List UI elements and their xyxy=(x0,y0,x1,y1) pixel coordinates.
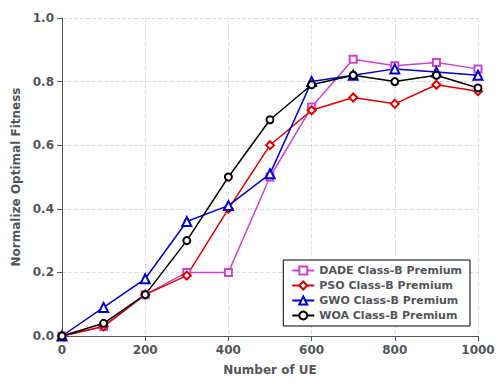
svg-text:400: 400 xyxy=(216,343,241,357)
svg-text:0.4: 0.4 xyxy=(33,202,54,216)
svg-text:0: 0 xyxy=(58,343,66,357)
svg-text:0.0: 0.0 xyxy=(33,329,54,343)
svg-text:GWO Class-B Premium: GWO Class-B Premium xyxy=(319,294,458,307)
svg-text:WOA Class-B Premium: WOA Class-B Premium xyxy=(319,309,457,322)
svg-text:0.6: 0.6 xyxy=(33,138,54,152)
svg-text:1.0: 1.0 xyxy=(33,11,54,25)
svg-text:Number of UE: Number of UE xyxy=(223,363,317,377)
svg-text:600: 600 xyxy=(299,343,324,357)
svg-text:200: 200 xyxy=(133,343,158,357)
svg-text:1000: 1000 xyxy=(461,343,494,357)
svg-text:0.8: 0.8 xyxy=(33,75,54,89)
svg-text:800: 800 xyxy=(382,343,407,357)
svg-text:PSO Class-B Premium: PSO Class-B Premium xyxy=(319,279,453,292)
svg-text:0.2: 0.2 xyxy=(33,265,54,279)
svg-text:DADE Class-B Premium: DADE Class-B Premium xyxy=(319,264,462,277)
svg-text:Normalize Optimal Fitness: Normalize Optimal Fitness xyxy=(9,88,23,267)
